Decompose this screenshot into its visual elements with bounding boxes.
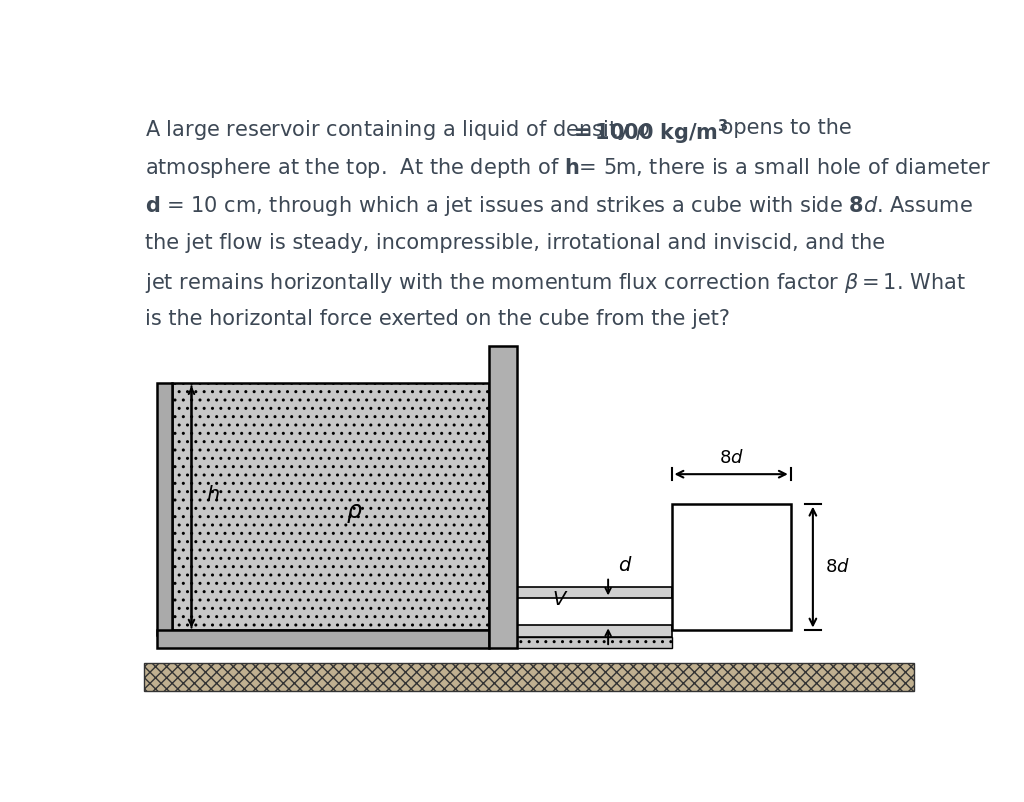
- Text: atmosphere at the top.  At the depth of $\mathit{\mathbf{h}}$= 5m, there is a sm: atmosphere at the top. At the depth of $…: [145, 156, 991, 180]
- Bar: [672, 504, 791, 630]
- Text: is the horizontal force exerted on the cube from the jet?: is the horizontal force exerted on the c…: [145, 310, 730, 330]
- Text: $V$: $V$: [552, 589, 568, 609]
- Bar: [143, 663, 913, 691]
- Text: the jet flow is steady, incompressible, irrotational and inviscid, and the: the jet flow is steady, incompressible, …: [145, 233, 886, 253]
- Text: $\mathbf{=1000\ kg/m^3}$: $\mathbf{=1000\ kg/m^3}$: [569, 118, 729, 147]
- Text: $d$: $d$: [617, 556, 632, 575]
- Text: $h$: $h$: [206, 484, 219, 504]
- Bar: [489, 346, 517, 648]
- Bar: [517, 587, 672, 598]
- Text: jet remains horizontally with the momentum flux correction factor $\beta = 1$. W: jet remains horizontally with the moment…: [145, 271, 967, 295]
- Text: $\rho$: $\rho$: [346, 501, 362, 525]
- Bar: [517, 626, 672, 637]
- Bar: [158, 383, 172, 635]
- Text: A large reservoir containing a liquid of density $\rho$: A large reservoir containing a liquid of…: [145, 118, 650, 142]
- Bar: [517, 637, 672, 648]
- Text: $8d$: $8d$: [719, 449, 743, 467]
- Bar: [172, 383, 489, 630]
- Text: $\mathit{\mathbf{d}}$ = 10 cm, through which a jet issues and strikes a cube wit: $\mathit{\mathbf{d}}$ = 10 cm, through w…: [145, 194, 974, 218]
- Text: opens to the: opens to the: [714, 118, 851, 138]
- Bar: [158, 630, 489, 648]
- Text: $1.75\rho$: $1.75\rho$: [701, 555, 761, 579]
- Text: $8d$: $8d$: [824, 558, 850, 576]
